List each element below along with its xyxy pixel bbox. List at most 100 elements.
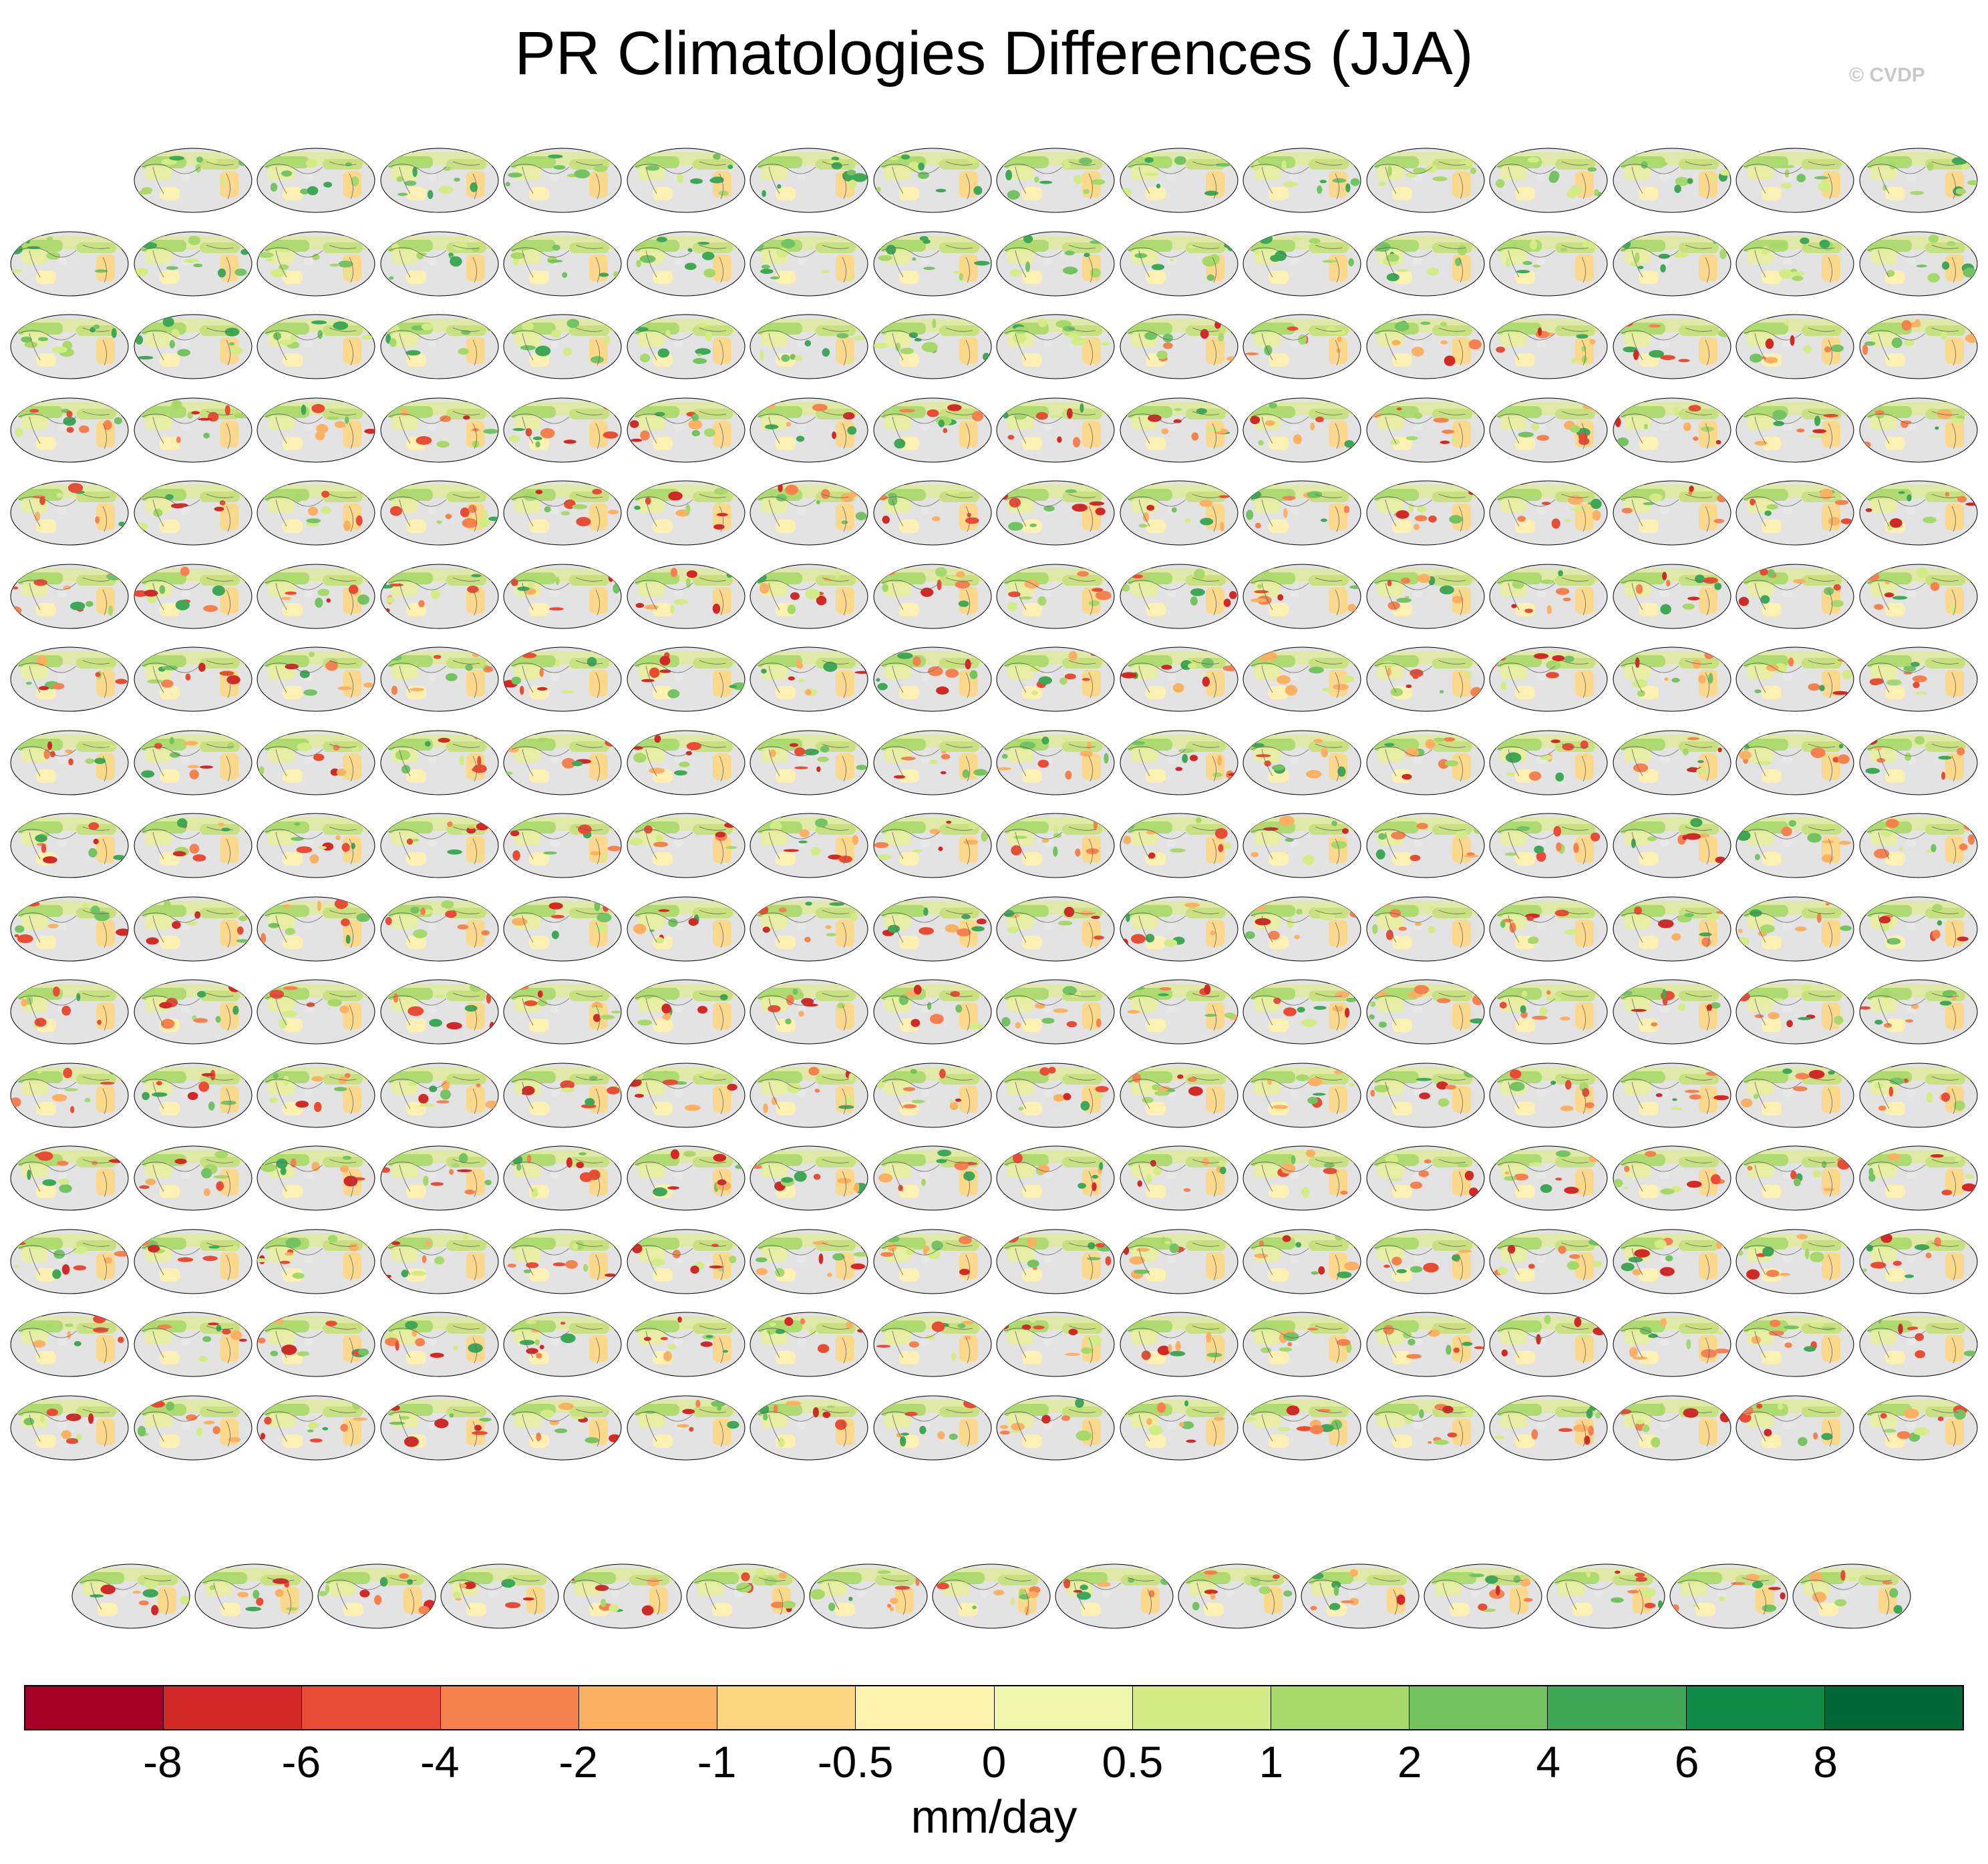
global-map <box>1242 564 1361 628</box>
map-panel <box>256 978 376 1045</box>
map-panel <box>626 230 746 297</box>
map-panel <box>626 147 746 214</box>
map-panel <box>256 1228 376 1295</box>
global-map <box>10 480 129 546</box>
global-map <box>134 1395 252 1460</box>
global-map <box>134 813 252 878</box>
map-panel <box>1858 729 1979 796</box>
global-map <box>627 979 745 1045</box>
global-map <box>380 148 498 213</box>
global-map <box>1120 1145 1238 1211</box>
map-panel <box>1119 397 1239 463</box>
global-map <box>1366 979 1484 1045</box>
map-panel <box>9 1145 130 1211</box>
map-panel <box>1735 1062 1855 1129</box>
map-panel <box>1612 313 1732 380</box>
colorbar-tick-label: 2 <box>1397 1737 1422 1787</box>
global-map <box>380 1395 498 1460</box>
map-panel <box>256 230 376 297</box>
global-map <box>1489 480 1608 546</box>
global-map <box>134 1145 252 1211</box>
map-panel <box>1488 646 1609 713</box>
map-panel <box>1858 646 1979 713</box>
map-panel <box>1735 978 1855 1045</box>
map-panel <box>1735 563 1855 630</box>
map-panel <box>133 646 253 713</box>
map-panel <box>995 1062 1116 1129</box>
global-map <box>1120 896 1238 961</box>
map-panel <box>1858 563 1979 630</box>
map-panel <box>133 230 253 297</box>
map-panel <box>133 729 253 796</box>
global-map <box>257 148 375 213</box>
global-map <box>380 564 498 628</box>
map-panel <box>872 1062 993 1129</box>
global-map <box>627 813 745 878</box>
global-map <box>257 1395 375 1460</box>
map-panel <box>379 812 500 879</box>
global-map <box>1735 813 1854 878</box>
map-panel <box>1669 1563 1789 1630</box>
global-map <box>1859 730 1977 795</box>
map-panel <box>872 1394 993 1461</box>
global-map <box>1301 1563 1420 1629</box>
global-map <box>1859 314 1977 379</box>
map-panel <box>1858 1394 1979 1461</box>
global-map <box>380 896 498 961</box>
global-map <box>873 730 991 795</box>
global-map <box>1613 1145 1731 1211</box>
global-map <box>257 813 375 878</box>
global-map <box>134 397 252 462</box>
global-map <box>503 979 622 1045</box>
global-map <box>1735 480 1854 546</box>
global-map <box>10 646 129 712</box>
map-panel <box>1858 1062 1979 1129</box>
global-map <box>257 231 375 296</box>
map-panel <box>749 978 869 1045</box>
map-panel <box>133 1228 253 1295</box>
map-panel <box>1242 1145 1362 1211</box>
global-map <box>1489 813 1608 878</box>
map-panel <box>9 1228 130 1295</box>
global-map <box>996 314 1115 379</box>
map-panel <box>1612 397 1732 463</box>
map-panel <box>1858 1145 1979 1211</box>
map-panel <box>1119 313 1239 380</box>
global-map <box>686 1563 805 1629</box>
map-panel <box>1735 646 1855 713</box>
colorbar-swatch <box>164 1686 303 1729</box>
map-panel <box>749 646 869 713</box>
global-map <box>134 1063 252 1127</box>
map-panel <box>1242 563 1362 630</box>
global-map <box>380 1229 498 1294</box>
global-map <box>1613 564 1731 628</box>
global-map <box>627 1145 745 1211</box>
global-map <box>873 480 991 546</box>
map-panel <box>1242 480 1362 546</box>
map-panel <box>749 1394 869 1461</box>
global-map <box>1613 231 1731 296</box>
global-map <box>10 1312 129 1377</box>
map-panel <box>1858 1311 1979 1378</box>
global-map <box>996 730 1115 795</box>
global-map <box>1613 1063 1731 1127</box>
global-map <box>1735 730 1854 795</box>
map-panel <box>1242 1228 1362 1295</box>
global-map <box>996 1395 1115 1460</box>
global-map <box>750 314 868 379</box>
map-panel <box>626 1062 746 1129</box>
global-map <box>1613 1395 1731 1460</box>
map-panel <box>872 1145 993 1211</box>
global-map <box>257 1145 375 1211</box>
global-map <box>627 1229 745 1294</box>
global-map <box>257 564 375 628</box>
global-map <box>1366 1312 1484 1377</box>
global-map <box>1489 730 1608 795</box>
global-map <box>1613 480 1731 546</box>
map-panel <box>1612 1062 1732 1129</box>
global-map <box>1178 1563 1297 1629</box>
global-map <box>809 1563 928 1629</box>
map-panel <box>626 729 746 796</box>
map-panel <box>1423 1563 1543 1630</box>
map-panel <box>71 1563 191 1630</box>
